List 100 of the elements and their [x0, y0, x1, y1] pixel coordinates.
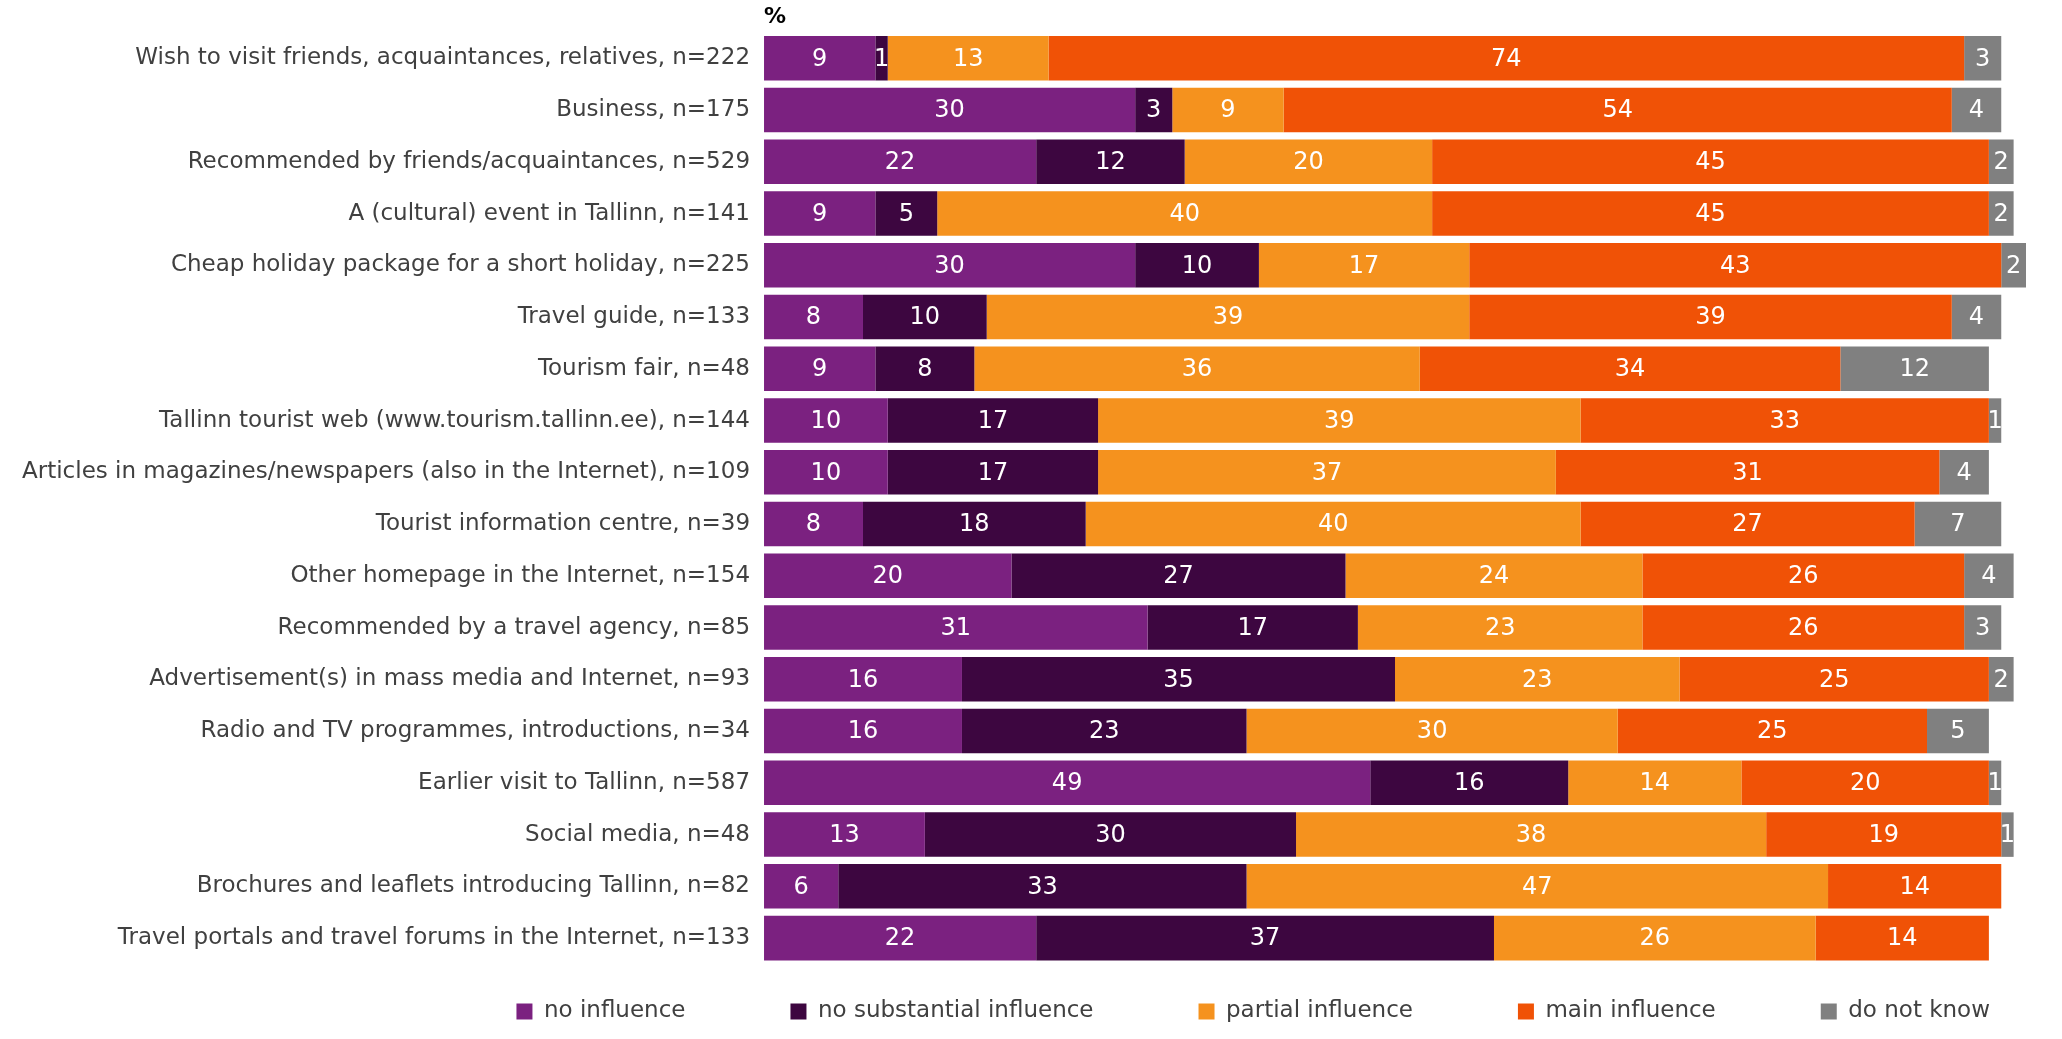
- data-label: 4: [1956, 457, 1972, 486]
- data-label: 4: [1981, 561, 1997, 590]
- data-label: 9: [812, 43, 828, 72]
- data-label: 9: [812, 198, 828, 227]
- data-label: 37: [1249, 923, 1281, 952]
- bar: [764, 398, 888, 443]
- data-label: 7: [1950, 509, 1966, 538]
- data-label: 8: [805, 509, 822, 538]
- data-label: 3: [1975, 612, 1991, 641]
- y-tick-label: Wish to visit friends, acquaintances, relatives, n=222: [135, 43, 751, 70]
- bar: [1085, 501, 1581, 547]
- bar: [1988, 139, 2014, 185]
- bar: [1098, 450, 1556, 495]
- data-label: 43: [1719, 250, 1751, 279]
- data-label: 8: [917, 354, 933, 383]
- y-tick-label: Other homepage in the Internet, n=154: [290, 560, 751, 587]
- bar: [1988, 657, 2014, 702]
- data-label: 33: [1769, 405, 1801, 434]
- legend-label: do not know: [1848, 996, 1991, 1023]
- data-label: 10: [810, 457, 842, 486]
- data-label: 45: [1695, 198, 1726, 227]
- y-tick-label: Brochures and leaflets introducing Tallinn, n=82: [196, 871, 751, 898]
- data-label: 39: [1695, 302, 1726, 331]
- bar: [1988, 191, 2014, 236]
- bar: [875, 346, 975, 392]
- bar: [1951, 294, 2002, 340]
- bar: [1642, 553, 1965, 599]
- bar: [974, 346, 1420, 392]
- data-label: 9: [812, 354, 828, 383]
- data-label: 1: [1999, 819, 2016, 848]
- data-label: 16: [1453, 768, 1485, 797]
- legend-label: partial influence: [1226, 996, 1482, 1023]
- data-label: 3: [1146, 95, 1162, 124]
- bar: [1766, 812, 2002, 857]
- y-tick-label: Cheap holiday package for a short holiday, n=225: [170, 250, 751, 277]
- data-label: 12: [1899, 354, 1930, 383]
- bar: [1951, 87, 2002, 133]
- data-label: 27: [1163, 561, 1194, 590]
- y-tick-label: Tallinn tourist web (www.tourism.tallinn.ee), n=144: [158, 405, 751, 432]
- bar: [1964, 605, 2002, 650]
- data-label: 19: [1868, 819, 1899, 848]
- bar: [1939, 450, 1989, 495]
- data-label: 17: [977, 405, 1009, 434]
- bar: [875, 191, 938, 236]
- bar: [838, 864, 1247, 909]
- bar: [1642, 605, 1965, 650]
- y-tick-label: Recommended by friends/acquaintances, n=529: [187, 146, 751, 173]
- data-label: 4: [1968, 95, 1985, 124]
- data-label: 10: [909, 302, 941, 331]
- data-label: 2: [2005, 250, 2022, 279]
- data-label: 23: [1484, 612, 1516, 641]
- bar: [1172, 87, 1284, 133]
- data-label: 30: [934, 95, 965, 124]
- bar: [1283, 87, 1952, 133]
- bar: [1345, 553, 1643, 599]
- bar: [764, 605, 1148, 650]
- y-tick-label: Tourism fair, n=48: [536, 353, 751, 380]
- data-label: 20: [1293, 147, 1324, 176]
- data-label: 17: [977, 457, 1009, 486]
- data-label: 2: [1993, 198, 2009, 227]
- data-label: 30: [934, 250, 965, 279]
- data-label: 4: [1968, 302, 1985, 331]
- bar: [2001, 243, 2026, 288]
- data-label: 3: [1975, 43, 1991, 72]
- data-label: 26: [1788, 561, 1819, 590]
- y-tick-label: Social media, n=48: [525, 819, 751, 846]
- bar: [764, 294, 863, 340]
- bar: [1296, 812, 1767, 857]
- data-label: 27: [1732, 509, 1763, 538]
- bar: [1135, 243, 1259, 288]
- data-label: 18: [959, 509, 990, 538]
- bar: [986, 294, 1470, 340]
- bar: [764, 915, 1037, 961]
- data-label: 1: [873, 43, 890, 72]
- bar: [1927, 708, 1989, 754]
- data-label: 9: [1220, 95, 1236, 124]
- bar: [1370, 760, 1569, 806]
- bar: [1741, 760, 1989, 806]
- bar: [887, 36, 1049, 81]
- data-label: 12: [1095, 147, 1126, 176]
- data-label: 39: [1324, 405, 1355, 434]
- data-label: 25: [1818, 664, 1850, 693]
- data-label: 1: [1987, 405, 2003, 434]
- bar: [1258, 243, 1470, 288]
- bar: [1011, 553, 1346, 599]
- bar: [1964, 553, 2014, 599]
- data-label: 2: [1993, 147, 2009, 176]
- data-label: 30: [1416, 716, 1448, 745]
- data-label: 17: [1237, 612, 1268, 641]
- data-label: 13: [952, 43, 984, 72]
- bar: [1419, 346, 1841, 392]
- data-label: 10: [1181, 250, 1213, 279]
- data-label: 54: [1602, 95, 1633, 124]
- data-label: 31: [1732, 457, 1763, 486]
- bar: [924, 812, 1297, 857]
- bar: [1357, 605, 1643, 650]
- x-axis-title: %: [764, 2, 787, 28]
- bar: [764, 812, 925, 857]
- bar: [1580, 398, 1989, 443]
- data-label: 5: [898, 198, 914, 227]
